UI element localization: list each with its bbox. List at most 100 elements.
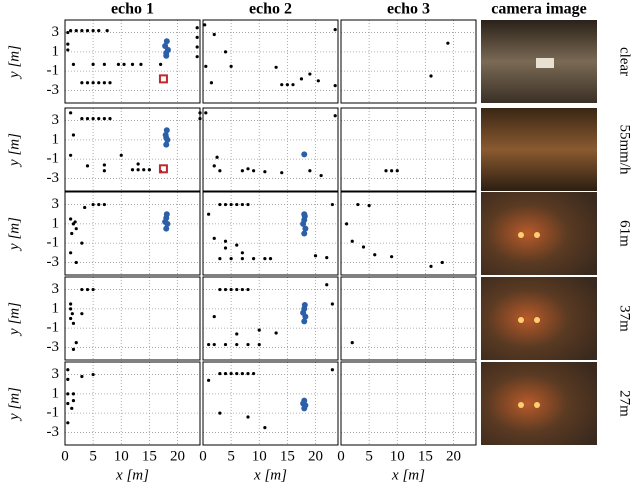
- x-tick-label: 5: [227, 448, 235, 464]
- point: [274, 65, 278, 69]
- point: [223, 246, 228, 250]
- point: [308, 169, 312, 173]
- point: [80, 81, 84, 85]
- point: [71, 399, 76, 403]
- point: [373, 253, 377, 257]
- point: [207, 342, 211, 347]
- point: [85, 287, 90, 292]
- point: [246, 415, 250, 419]
- car-light: [534, 402, 540, 408]
- y-tick-label: -3: [47, 254, 60, 270]
- point: [235, 243, 239, 247]
- point: [163, 127, 170, 134]
- point: [105, 29, 109, 33]
- point: [223, 342, 228, 347]
- point: [384, 169, 388, 173]
- point: [313, 254, 318, 258]
- column-title: echo 3: [387, 1, 430, 18]
- point: [252, 169, 256, 173]
- plot-frame: [64, 107, 201, 192]
- point: [280, 171, 284, 175]
- y-axis-label: y [m]: [6, 45, 22, 80]
- point: [102, 202, 106, 207]
- point: [308, 72, 312, 76]
- point: [162, 43, 169, 50]
- point: [80, 241, 84, 245]
- point: [69, 217, 73, 221]
- point: [301, 318, 308, 325]
- plot-frame: [202, 191, 339, 276]
- point: [71, 347, 76, 351]
- car-light: [518, 402, 524, 408]
- point: [240, 169, 244, 173]
- x-axis-label: x [m]: [115, 467, 149, 483]
- point: [301, 230, 308, 237]
- point: [218, 287, 222, 292]
- point: [83, 205, 87, 210]
- point: [136, 162, 140, 166]
- point: [240, 202, 244, 207]
- point: [212, 32, 216, 37]
- point: [218, 202, 222, 207]
- point: [229, 287, 233, 292]
- point: [74, 29, 78, 33]
- point: [395, 169, 399, 173]
- y-tick-label: -1: [47, 63, 60, 79]
- x-axis-label: x [m]: [391, 467, 425, 483]
- point: [246, 371, 250, 376]
- point: [291, 83, 295, 87]
- point: [130, 62, 135, 66]
- point: [268, 256, 273, 261]
- point: [229, 371, 233, 376]
- point: [85, 81, 90, 85]
- point: [108, 81, 112, 85]
- y-tick-label: 3: [52, 24, 60, 40]
- point: [102, 81, 106, 85]
- point: [71, 133, 76, 137]
- point: [163, 49, 170, 56]
- plot-frame: [64, 19, 201, 104]
- x-tick-label: 10: [252, 448, 267, 464]
- point: [240, 371, 244, 376]
- y-tick-label: 3: [52, 196, 60, 212]
- point: [212, 164, 216, 168]
- point: [301, 211, 308, 218]
- point: [66, 401, 70, 406]
- point: [330, 368, 334, 372]
- car-light: [536, 58, 554, 68]
- point: [350, 239, 354, 243]
- x-tick-label: 5: [365, 448, 373, 464]
- row-label: 37m: [617, 305, 633, 332]
- point: [235, 202, 239, 207]
- point: [235, 287, 239, 292]
- x-tick-label: 5: [89, 448, 97, 464]
- point: [246, 287, 250, 292]
- y-tick-label: 1: [52, 131, 60, 147]
- y-tick-label: -1: [47, 235, 60, 251]
- car-light: [534, 232, 540, 238]
- point: [299, 77, 304, 81]
- plot-frame: [202, 107, 339, 192]
- point: [223, 202, 228, 207]
- point: [74, 260, 78, 265]
- point: [330, 302, 334, 306]
- column-title: camera image: [491, 1, 587, 18]
- point: [356, 202, 360, 207]
- point: [280, 83, 284, 87]
- point: [223, 50, 228, 54]
- row-label: 61m: [617, 220, 633, 247]
- point: [235, 371, 239, 376]
- point: [163, 38, 170, 45]
- plot-frame: [64, 361, 201, 446]
- point: [85, 164, 90, 168]
- point: [97, 81, 101, 85]
- x-tick-label: 0: [337, 448, 345, 464]
- y-tick-label: -3: [47, 424, 60, 440]
- point: [69, 316, 73, 321]
- point: [85, 117, 90, 121]
- point: [316, 79, 320, 83]
- point: [66, 30, 70, 35]
- point: [257, 328, 261, 332]
- point: [74, 341, 78, 345]
- point: [223, 371, 228, 376]
